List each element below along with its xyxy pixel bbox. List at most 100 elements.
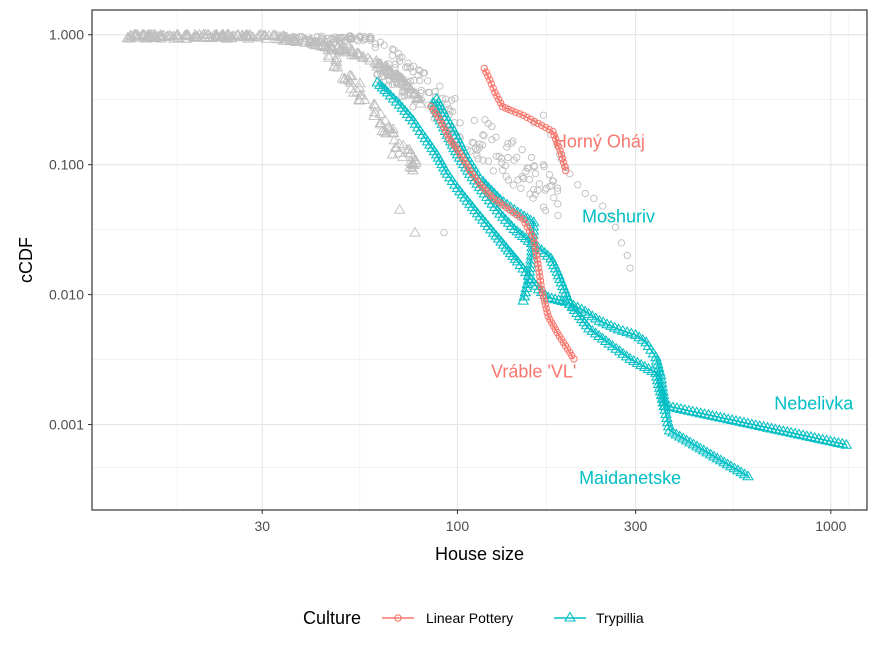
background-point	[484, 120, 492, 128]
background-point	[379, 60, 392, 70]
series-point	[480, 64, 488, 73]
background-point	[388, 134, 401, 145]
y-tick-label: 0.010	[49, 287, 84, 303]
series-point	[808, 431, 821, 442]
series-point	[519, 215, 527, 224]
y-axis-ticks: 0.001 0.010 0.100 1.000	[49, 27, 92, 433]
background-point	[391, 64, 399, 72]
series-point	[552, 135, 560, 143]
background-point	[326, 41, 339, 52]
series-point	[537, 281, 545, 289]
background-point	[167, 30, 180, 41]
background-points	[121, 28, 634, 272]
series-point	[832, 437, 845, 447]
background-point	[404, 59, 412, 67]
background-point	[503, 143, 511, 151]
series-point	[559, 158, 568, 167]
series-point	[573, 310, 586, 321]
background-point	[371, 40, 380, 48]
series-point	[562, 294, 575, 305]
background-point	[529, 194, 537, 202]
plot-panel-background	[92, 10, 867, 510]
background-point	[353, 94, 366, 105]
series-point	[655, 389, 668, 400]
series-point	[551, 265, 564, 276]
background-point	[554, 200, 562, 208]
series-labels: Horný Oháj Moshuriv Vráble 'VL' Nebelivka Ma…	[491, 132, 854, 488]
background-point	[121, 32, 134, 43]
background-point	[345, 82, 357, 93]
background-point	[542, 184, 550, 192]
background-point	[346, 48, 358, 59]
background-point	[410, 76, 418, 85]
series-point	[495, 235, 507, 246]
background-point	[529, 185, 538, 194]
background-point	[378, 125, 390, 136]
background-point	[251, 31, 264, 42]
series-point	[502, 244, 515, 255]
series-point	[524, 214, 537, 225]
background-point	[530, 162, 538, 170]
background-point	[605, 212, 613, 221]
background-point	[507, 139, 516, 147]
background-point	[425, 88, 434, 97]
background-point	[210, 28, 223, 39]
series-point	[675, 403, 687, 413]
background-point	[354, 77, 366, 88]
background-point	[504, 153, 512, 162]
background-point	[473, 146, 481, 154]
series-point	[523, 113, 531, 122]
background-point	[554, 211, 562, 220]
series-point	[496, 99, 505, 107]
background-point	[517, 184, 525, 192]
background-point	[241, 30, 254, 41]
series-point	[661, 412, 673, 422]
series-point	[543, 308, 551, 317]
series-point	[738, 416, 750, 427]
series-vr-ble-vl-	[427, 102, 578, 363]
background-point	[531, 190, 539, 199]
background-point	[409, 154, 422, 165]
series-point	[521, 278, 534, 288]
series-point	[492, 232, 505, 243]
series-point	[530, 234, 538, 243]
background-point	[339, 44, 352, 55]
y-tick-label: 1.000	[49, 27, 84, 43]
series-point	[549, 293, 562, 304]
background-point	[195, 31, 207, 42]
series-point	[558, 154, 567, 163]
background-point	[371, 43, 379, 52]
background-point	[345, 76, 357, 87]
background-point	[456, 119, 464, 127]
background-point	[398, 92, 406, 101]
series-point	[742, 470, 754, 481]
series-point	[525, 249, 538, 260]
background-point	[236, 29, 248, 40]
background-point	[400, 79, 412, 90]
legend-title: Culture	[303, 608, 361, 628]
series-point	[459, 191, 471, 202]
series-point	[536, 272, 544, 281]
series-point	[556, 280, 569, 290]
series-point	[652, 362, 665, 372]
background-point	[395, 57, 404, 65]
background-point	[386, 148, 399, 159]
background-point	[534, 186, 542, 195]
series-point	[379, 83, 391, 94]
background-point	[339, 72, 351, 83]
series-point	[532, 247, 540, 255]
series-horn-oh-j	[480, 64, 570, 175]
series-point	[518, 290, 531, 301]
background-point	[488, 136, 496, 144]
series-point	[769, 423, 782, 434]
background-point	[366, 34, 374, 42]
background-point	[408, 88, 420, 99]
x-tick-label: 1000	[815, 518, 846, 534]
series-point	[651, 374, 664, 385]
background-point	[403, 91, 412, 99]
y-tick-label: 0.100	[49, 157, 84, 173]
series-label-horn-oh-j: Horný Oháj	[554, 132, 645, 152]
background-point	[474, 155, 482, 163]
series-point	[650, 351, 662, 362]
